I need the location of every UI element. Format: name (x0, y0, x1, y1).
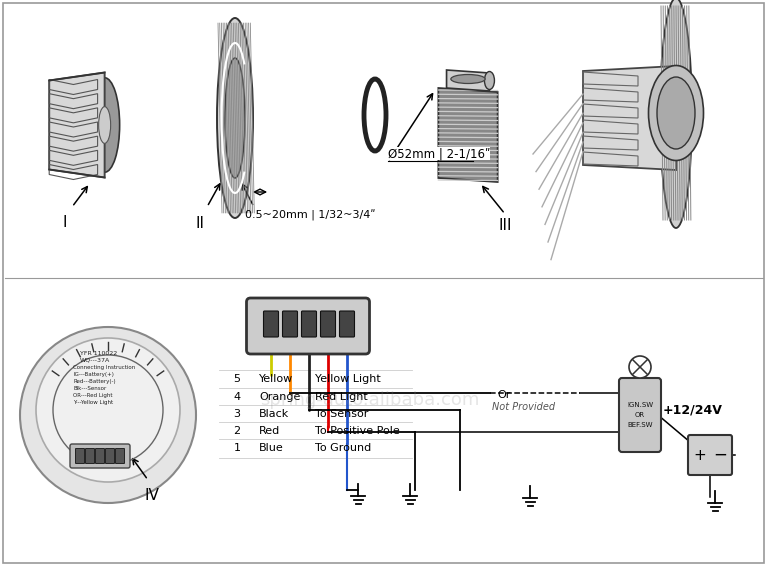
Ellipse shape (657, 77, 695, 149)
Text: Blue: Blue (259, 443, 283, 453)
Text: Not Provided: Not Provided (492, 402, 555, 412)
Text: Blk---Sensor: Blk---Sensor (73, 386, 106, 391)
FancyBboxPatch shape (283, 311, 297, 337)
Text: I: I (63, 215, 68, 230)
Text: Yellow Light: Yellow Light (315, 374, 381, 384)
Circle shape (629, 356, 651, 378)
Text: OR: OR (635, 412, 645, 418)
FancyBboxPatch shape (95, 448, 104, 464)
Text: To Ground: To Ground (315, 443, 371, 453)
Text: 4: 4 (233, 392, 240, 402)
Text: Or: Or (497, 390, 511, 400)
FancyBboxPatch shape (339, 311, 355, 337)
Text: +12/24V: +12/24V (663, 404, 723, 417)
FancyBboxPatch shape (688, 435, 732, 475)
Polygon shape (446, 70, 489, 91)
FancyBboxPatch shape (75, 448, 84, 464)
Text: To Sensor: To Sensor (315, 409, 369, 419)
FancyBboxPatch shape (320, 311, 336, 337)
FancyBboxPatch shape (105, 448, 114, 464)
Text: 0.5~20mm | 1/32~3/4ʺ: 0.5~20mm | 1/32~3/4ʺ (245, 210, 376, 221)
FancyBboxPatch shape (619, 378, 661, 452)
Ellipse shape (368, 83, 382, 147)
Ellipse shape (90, 78, 120, 172)
Text: YFR 110022: YFR 110022 (80, 351, 118, 356)
Ellipse shape (451, 75, 485, 84)
Text: +: + (694, 448, 707, 462)
Text: IV: IV (144, 488, 160, 503)
Text: Black: Black (259, 409, 290, 419)
Text: Red Light: Red Light (315, 392, 368, 402)
Polygon shape (439, 88, 498, 182)
Text: II: II (196, 216, 204, 231)
Text: 5: 5 (233, 374, 240, 384)
Ellipse shape (217, 18, 253, 218)
Ellipse shape (225, 58, 245, 178)
Text: OR---Red Light: OR---Red Light (73, 393, 112, 398)
FancyBboxPatch shape (247, 298, 369, 354)
FancyBboxPatch shape (302, 311, 316, 337)
Ellipse shape (648, 66, 703, 161)
Text: Yellow: Yellow (259, 374, 293, 384)
Circle shape (36, 338, 180, 482)
Ellipse shape (98, 106, 111, 143)
Text: Ø52mm | 2-1/16ʺ: Ø52mm | 2-1/16ʺ (388, 147, 491, 160)
Text: Red: Red (259, 426, 280, 436)
FancyBboxPatch shape (263, 311, 279, 337)
Polygon shape (49, 72, 104, 178)
Text: To Positive Pole: To Positive Pole (315, 426, 400, 436)
Circle shape (20, 327, 196, 503)
Ellipse shape (660, 0, 692, 228)
Text: 1: 1 (233, 443, 240, 453)
Ellipse shape (485, 71, 495, 89)
Polygon shape (583, 66, 676, 170)
Text: −: − (713, 446, 727, 464)
Text: spring-auto.alibaba.com: spring-auto.alibaba.com (260, 391, 480, 409)
Text: Connecting Instruction: Connecting Instruction (73, 365, 135, 370)
Text: Y---Yellow Light: Y---Yellow Light (73, 400, 113, 405)
Text: Orange: Orange (259, 392, 300, 402)
FancyBboxPatch shape (85, 448, 94, 464)
FancyBboxPatch shape (70, 444, 130, 468)
Text: IG---Battery(+): IG---Battery(+) (73, 372, 114, 377)
Text: III: III (498, 218, 511, 233)
Text: 2: 2 (233, 426, 240, 436)
FancyBboxPatch shape (115, 448, 124, 464)
Text: 3: 3 (233, 409, 240, 419)
Text: WQ---37A: WQ---37A (80, 358, 111, 363)
Text: IGN.SW: IGN.SW (627, 402, 653, 408)
Text: BEF.SW: BEF.SW (627, 422, 653, 428)
Text: Red---Battery(-): Red---Battery(-) (73, 379, 116, 384)
